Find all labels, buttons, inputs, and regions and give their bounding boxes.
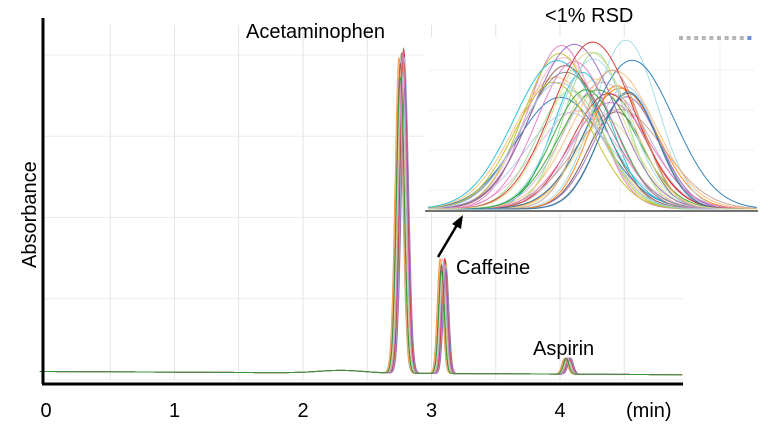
- x-tick-label: 3: [426, 400, 437, 422]
- x-axis-unit-label: (min): [626, 400, 672, 422]
- inset-series: [428, 51, 757, 210]
- inset-panel: [425, 36, 758, 213]
- x-tick-label: 1: [169, 400, 180, 422]
- zoom-out-icon[interactable]: [709, 36, 714, 40]
- inset-series: [428, 91, 757, 210]
- camera-icon[interactable]: [679, 36, 683, 40]
- autoscale-icon[interactable]: [717, 36, 721, 40]
- peak-label-acetaminophen: Acetaminophen: [246, 21, 385, 43]
- x-tick-labels: 0 1 2 3 4: [40, 400, 565, 422]
- inset-traces: [425, 39, 758, 212]
- pan-icon[interactable]: [694, 36, 699, 40]
- x-tick-label: 0: [40, 400, 51, 422]
- inset-label: <1% RSD: [545, 5, 633, 27]
- inset-arrow: [436, 215, 463, 258]
- compare-icon[interactable]: [739, 36, 744, 40]
- inset-toolbar: [679, 36, 752, 40]
- y-axis-label: Absorbance: [19, 161, 41, 268]
- spike-icon[interactable]: [732, 36, 737, 40]
- chromatogram-series: [39, 77, 683, 376]
- x-tick-label: 4: [554, 400, 565, 422]
- peak-label-caffeine: Caffeine: [456, 257, 530, 279]
- inset-series: [427, 81, 757, 210]
- reset-icon[interactable]: [724, 36, 729, 40]
- zoom-in-icon[interactable]: [701, 36, 706, 40]
- peak-label-aspirin: Aspirin: [533, 338, 594, 360]
- x-tick-label: 2: [297, 400, 308, 422]
- zoom-icon[interactable]: [686, 36, 691, 40]
- chromatogram-traces: [39, 47, 683, 376]
- logo-icon[interactable]: [747, 36, 752, 40]
